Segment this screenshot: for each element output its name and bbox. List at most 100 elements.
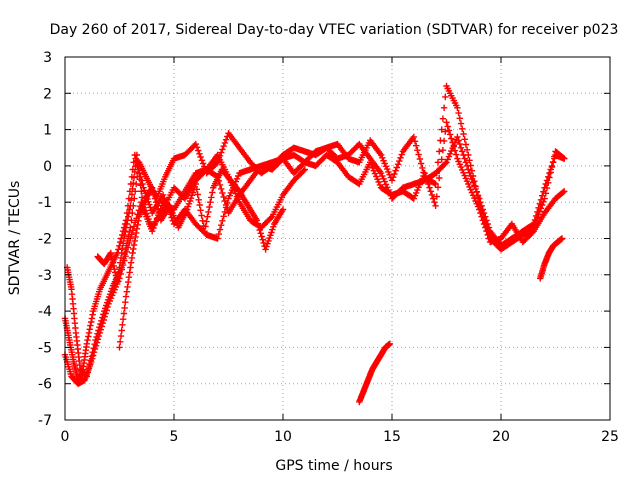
data-point (137, 182, 144, 189)
data-point (461, 155, 468, 162)
data-point (427, 188, 434, 195)
y-tick-label: 3 (43, 50, 52, 66)
data-point (476, 206, 483, 213)
data-point (301, 166, 308, 173)
data-point (439, 115, 447, 122)
data-point (216, 226, 224, 233)
data-point (220, 193, 227, 201)
data-point (443, 159, 450, 166)
data-point (457, 144, 465, 151)
x-tick-label: 25 (601, 429, 619, 445)
data-point (414, 147, 421, 154)
data-point (122, 224, 130, 231)
data-point (201, 228, 208, 235)
data-point (128, 231, 135, 238)
data-point (551, 153, 558, 160)
y-tick-label: -6 (38, 377, 52, 393)
data-point (397, 154, 404, 161)
data-point (454, 104, 461, 111)
data-point (456, 115, 463, 122)
data-point (462, 159, 470, 166)
data-point (152, 218, 159, 225)
data-points (61, 82, 568, 406)
data-point (196, 150, 203, 157)
data-point (209, 189, 216, 196)
data-point (469, 179, 477, 186)
data-point (84, 336, 91, 344)
data-point (216, 181, 224, 189)
data-point (432, 202, 439, 209)
data-point (117, 332, 125, 340)
data-point (411, 138, 419, 145)
data-point (375, 178, 382, 186)
data-point (466, 157, 473, 164)
data-point (253, 217, 260, 224)
data-point (222, 201, 230, 209)
data-point (421, 170, 428, 177)
data-point (537, 205, 545, 212)
data-point (89, 352, 97, 359)
data-point (117, 238, 124, 246)
data-point (221, 139, 229, 147)
data-point (459, 125, 466, 132)
data-point (97, 326, 104, 333)
data-point (415, 151, 422, 158)
data-point (432, 180, 439, 188)
data-point (121, 231, 128, 239)
data-point (417, 160, 425, 167)
data-point (132, 163, 139, 170)
data-point (218, 149, 225, 156)
data-point (268, 229, 275, 236)
data-point (116, 344, 123, 351)
data-point (215, 230, 222, 238)
data-point (133, 225, 141, 232)
data-point (379, 154, 386, 161)
data-point (124, 244, 132, 251)
data-point (154, 206, 162, 213)
data-point (419, 164, 426, 172)
data-point (91, 345, 99, 353)
data-point (110, 262, 117, 270)
data-point (529, 229, 536, 236)
data-point (263, 243, 270, 250)
data-point (431, 199, 438, 206)
data-point (391, 170, 398, 178)
data-point (469, 172, 477, 180)
data-point (467, 162, 474, 169)
data-point (102, 310, 109, 317)
data-point (434, 184, 442, 191)
data-point (428, 191, 436, 199)
data-point (151, 221, 158, 228)
data-point (109, 256, 116, 263)
data-point (561, 188, 568, 195)
data-point (121, 304, 128, 312)
data-point (468, 167, 476, 174)
data-point (410, 133, 417, 141)
data-point (439, 147, 447, 154)
data-point (127, 259, 135, 266)
data-point (219, 146, 226, 153)
data-point (258, 233, 265, 240)
data-point (536, 208, 543, 215)
data-point (129, 185, 136, 193)
data-point (147, 204, 154, 211)
data-point (99, 320, 106, 327)
data-point (445, 127, 453, 134)
data-point (199, 217, 206, 224)
data-point (483, 228, 490, 235)
data-point (118, 249, 125, 257)
data-point (86, 326, 93, 333)
data-point (192, 140, 199, 148)
data-point (222, 136, 230, 143)
data-point (480, 220, 488, 228)
data-point (396, 157, 403, 165)
data-point (225, 195, 232, 202)
data-point (465, 180, 472, 188)
data-point (89, 311, 96, 318)
data-point (195, 196, 202, 203)
data-point (448, 135, 455, 142)
data-point (546, 174, 553, 181)
y-tick-label: 2 (43, 86, 52, 102)
data-point (423, 177, 431, 184)
